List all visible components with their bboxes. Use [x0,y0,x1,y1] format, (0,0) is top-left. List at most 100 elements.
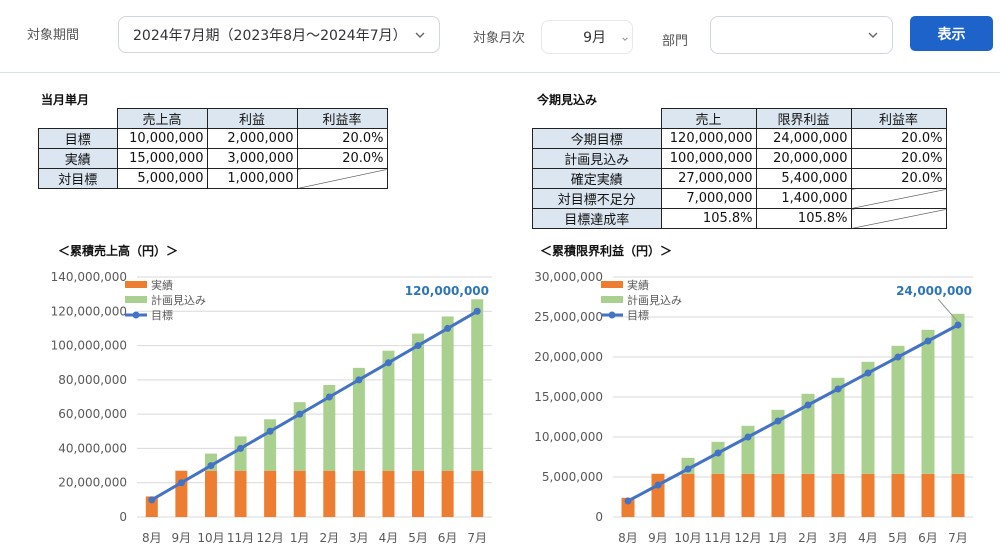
bar-plan [352,367,365,471]
x-tick-label: 9月 [648,531,668,545]
target-point [266,427,274,435]
month-value: 9月 [583,30,606,46]
legend-label: 実績 [151,278,173,292]
y-tick-label: 5,000,000 [542,470,603,484]
y-tick-label: 0 [595,510,603,524]
profit-chart-title: ＜累積限界利益（円）＞ [540,244,673,258]
bar-plan [861,361,875,474]
cell: 3,000,000 [206,148,298,169]
x-tick-label: 12月 [256,531,283,545]
bar-actual [771,473,785,517]
monthly-title: 当月単月 [41,93,90,107]
row-label: 今期目標 [532,128,662,149]
x-tick-label: 7月 [948,531,968,545]
table-row: 計画見込み 100,000,000 20,000,000 20.0% [532,148,947,169]
x-tick-label: 3月 [828,531,848,545]
col-header: 限界利益 [755,108,852,129]
bar-actual [891,473,905,517]
empty-cell [296,168,388,189]
empty-cell [850,188,947,209]
col-header: 売上高 [116,108,208,129]
bar-plan [441,316,454,471]
bar-plan [471,299,484,471]
target-point [177,479,185,487]
month-label: 対象月次 [473,31,526,46]
cell: 27,000,000 [660,168,757,189]
cell: 20,000,000 [755,148,852,169]
target-point [237,444,245,452]
bar-plan [293,402,306,471]
month-select[interactable]: 9月 [541,20,633,54]
bar-actual [951,473,965,517]
x-tick-label: 8月 [142,531,162,545]
cell: 20.0% [850,148,947,169]
target-point [834,385,842,393]
target-point [744,433,752,441]
target-line [151,309,478,502]
bar-actual [234,470,247,517]
bar-actual [681,473,695,517]
bar-plan [771,409,785,474]
row-label: 対目標不足分 [532,188,662,209]
legend-label: 計画見込み [151,293,206,307]
bar-actual [861,473,875,517]
row-label: 確定実績 [532,168,662,189]
x-tick-label: 12月 [734,531,761,545]
row-label: 実績 [38,148,118,169]
cell: 20.0% [850,168,947,189]
chevron-down-icon [868,32,878,38]
bar-actual [412,470,425,517]
forecast-title: 今期見込み [537,93,598,107]
sales-chart-title: ＜累積売上高（円）＞ [58,244,179,258]
bar-plan [412,333,425,471]
cell: 120,000,000 [660,128,757,149]
x-tick-label: 11月 [704,531,731,545]
forecast-table: 売上 限界利益 利益率 今期目標 120,000,000 24,000,000 … [532,108,947,229]
legend-swatch [125,281,147,288]
cell: 105.8% [755,208,852,229]
y-tick-label: 10,000,000 [534,430,603,444]
legend-swatch [125,296,147,303]
cell: 7,000,000 [660,188,757,209]
bar-actual [352,470,365,517]
y-tick-label: 20,000,000 [534,350,603,364]
bar-plan [891,345,905,474]
table-row: 実績 15,000,000 3,000,000 20.0% [38,148,388,169]
profit-chart: 0 5,000,000 10,000,000 15,000,000 20,000,000… [534,270,973,545]
bar-plan [323,385,336,471]
period-select[interactable]: 2024年7月期（2023年8月～2024年7月） [118,16,440,53]
y-tick-label: 20,000,000 [58,476,127,490]
y-tick-label: 80,000,000 [58,373,127,387]
x-tick-label: 6月 [438,531,458,545]
row-label: 計画見込み [532,148,662,169]
target-point [207,462,215,470]
y-tick-label: 25,000,000 [534,310,603,324]
table-row: 確定実績 27,000,000 5,400,000 20.0% [532,168,947,189]
bar-plan [382,350,395,471]
target-point [414,342,422,350]
y-tick-label: 60,000,000 [58,407,127,421]
x-tick-label: 10月 [674,531,701,545]
bar-actual [293,470,306,517]
cell: 15,000,000 [116,148,208,169]
show-button[interactable]: 表示 [910,16,993,51]
dept-select[interactable] [710,16,893,54]
target-line [627,323,959,503]
bar-plan [711,441,725,474]
bar-actual [711,473,725,517]
row-label: 目標 [38,128,118,149]
chevron-down-icon [415,32,425,38]
x-tick-label: 5月 [888,531,908,545]
cell: 5,400,000 [755,168,852,189]
target-point [654,481,662,489]
y-tick-label: 40,000,000 [58,441,127,455]
bar-actual [651,473,665,517]
period-label: 対象期間 [27,28,80,43]
legend-label: 目標 [151,308,173,322]
target-value-label: 24,000,000 [896,284,972,298]
y-tick-label: 120,000,000 [51,304,127,318]
bar-plan [951,313,965,474]
target-point [774,417,782,425]
table-row: 目標 10,000,000 2,000,000 20.0% [38,128,388,149]
period-value: 2024年7月期（2023年8月～2024年7月） [133,27,407,44]
